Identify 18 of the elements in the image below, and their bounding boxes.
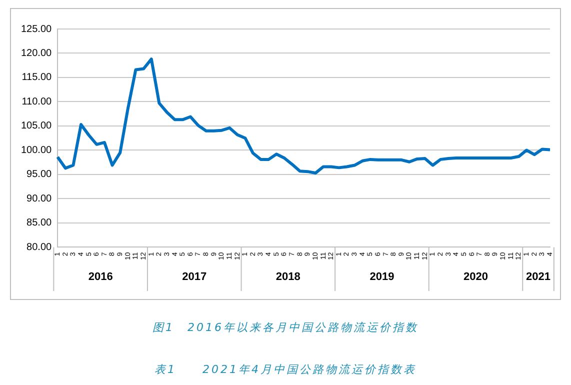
y-tick-label: 115.00 <box>22 72 52 84</box>
text: 2018 <box>276 271 300 284</box>
y-tick-label: 95.00 <box>26 169 52 180</box>
y-tick-label: 80.00 <box>26 242 52 253</box>
text: 表1 2021年4月中国公路物流运价指数表 <box>154 362 418 377</box>
text: 2017 <box>182 271 207 284</box>
y-tick-label: 100.00 <box>20 144 52 156</box>
y-tick-label: 125.00 <box>20 24 52 35</box>
text: 2019 <box>370 271 394 284</box>
y-tick-label: 105.00 <box>20 120 52 132</box>
text: 2020 <box>464 271 488 284</box>
text: 2021 <box>526 271 551 284</box>
y-tick-label: 120.00 <box>20 48 52 59</box>
y-tick-label: 90.00 <box>26 193 52 204</box>
caption: 图1 2016年以来各月中国公路物流运价指数 <box>152 320 420 335</box>
y-tick-label: 85.00 <box>26 218 52 229</box>
y-tick-label: 110.00 <box>22 96 52 108</box>
text: 2016 <box>88 271 113 284</box>
